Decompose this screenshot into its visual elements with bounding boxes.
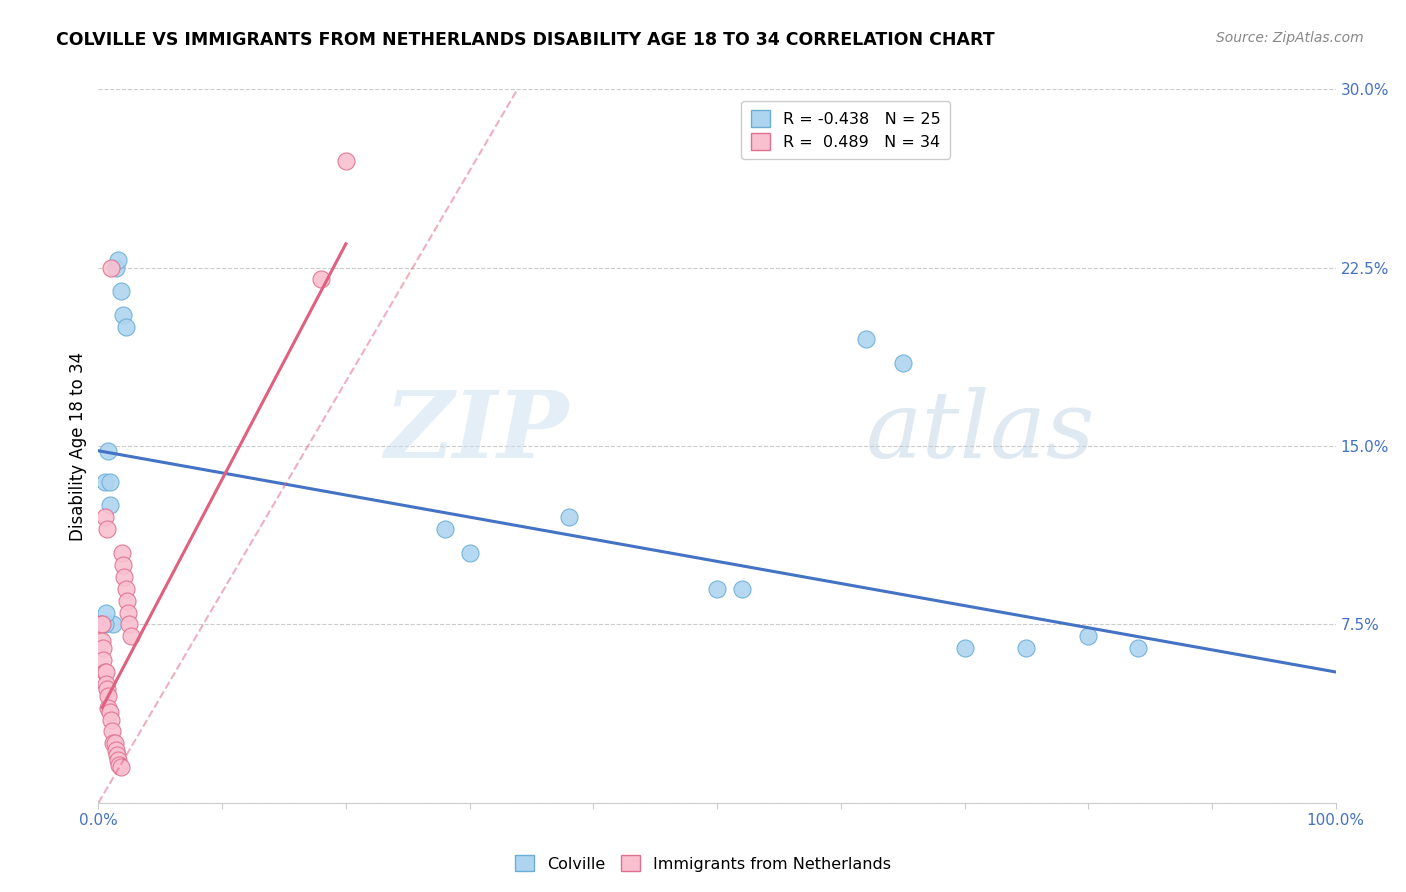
Point [107,253,129,268]
Point [96,522,118,536]
Point [112,558,135,572]
Point [731,582,754,596]
Text: Source: ZipAtlas.com: Source: ZipAtlas.com [1216,31,1364,45]
Point [117,606,139,620]
Point [855,332,877,346]
Point [110,760,132,774]
Point [112,570,135,584]
Y-axis label: Disability Age 18 to 34: Disability Age 18 to 34 [69,351,87,541]
Point [91,634,114,648]
Point [93,665,115,679]
Point [93,475,115,489]
Point [91,617,114,632]
Point [98,475,121,489]
Point [98,499,121,513]
Point [112,308,135,322]
Point [103,736,125,750]
Point [93,653,115,667]
Point [891,356,914,370]
Point [94,665,117,679]
Point [1015,641,1038,656]
Point [458,546,481,560]
Point [309,272,332,286]
Point [433,522,456,536]
Point [557,510,579,524]
Point [104,260,127,275]
Point [101,724,124,739]
Legend: Colville, Immigrants from Netherlands: Colville, Immigrants from Netherlands [508,847,898,880]
Point [1077,629,1099,643]
Point [100,260,122,275]
Point [120,629,142,643]
Point [1126,641,1149,656]
Point [96,681,118,696]
Point [91,617,114,632]
Point [93,510,115,524]
Text: COLVILLE VS IMMIGRANTS FROM NETHERLANDS DISABILITY AGE 18 TO 34 CORRELATION CHAR: COLVILLE VS IMMIGRANTS FROM NETHERLANDS … [56,31,995,49]
Text: ZIP: ZIP [384,387,568,476]
Point [335,153,357,168]
Point [94,606,117,620]
Point [98,706,121,720]
Legend: R = -0.438   N = 25, R =  0.489   N = 34: R = -0.438 N = 25, R = 0.489 N = 34 [741,101,950,160]
Point [118,617,141,632]
Point [100,713,122,727]
Point [104,743,127,757]
Point [953,641,976,656]
Point [105,748,128,763]
Point [114,320,136,334]
Point [103,617,125,632]
Point [97,689,120,703]
Point [97,700,120,714]
Point [103,736,125,750]
Point [107,753,129,767]
Point [93,617,115,632]
Point [706,582,728,596]
Point [111,546,134,560]
Point [110,285,132,299]
Point [115,593,138,607]
Point [94,677,117,691]
Point [93,641,115,656]
Point [97,443,120,458]
Point [90,617,112,632]
Point [93,617,115,632]
Text: atlas: atlas [866,387,1095,476]
Point [114,582,136,596]
Point [108,757,131,772]
